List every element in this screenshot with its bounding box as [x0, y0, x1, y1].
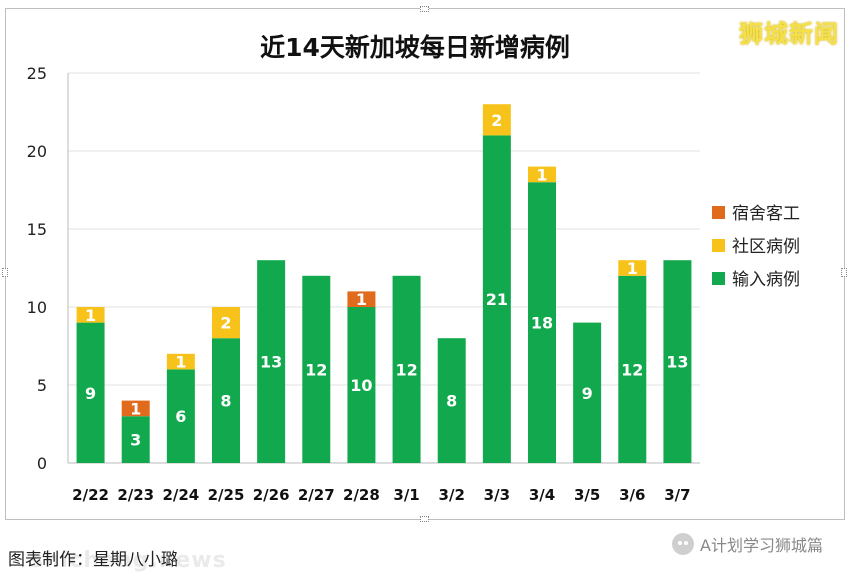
- bar: [528, 182, 556, 463]
- x-tick-label: 2/23: [117, 486, 154, 504]
- bar: [663, 260, 692, 463]
- bar-data-label: 8: [220, 392, 231, 411]
- bar: [302, 275, 331, 463]
- wechat-icon: [672, 533, 695, 555]
- bar: [166, 369, 195, 463]
- bar: [437, 338, 466, 463]
- bar-data-label: 1: [356, 290, 367, 309]
- legend-swatch: [712, 272, 725, 285]
- resize-handle-left[interactable]: [2, 268, 8, 277]
- bar-data-label: 9: [582, 384, 593, 403]
- bar: [212, 307, 240, 339]
- x-tick-label: 3/3: [484, 486, 510, 504]
- x-tick-label: 3/6: [619, 486, 645, 504]
- bar-data-label: 8: [446, 392, 457, 411]
- y-tick-label: 10: [27, 298, 47, 317]
- bar: [618, 260, 647, 276]
- bar-data-label: 12: [395, 360, 417, 379]
- chart-credit-note: 图表制作：星期八小璐: [8, 550, 178, 570]
- legend-swatch: [712, 206, 725, 219]
- resize-handle-top[interactable]: [420, 6, 429, 12]
- bar: [212, 338, 240, 463]
- bar-data-label: 6: [175, 407, 186, 426]
- bar: [121, 416, 150, 463]
- bar: [121, 400, 150, 417]
- bar-data-label: 18: [531, 314, 553, 333]
- x-tick-label: 3/7: [664, 486, 690, 504]
- bar-data-label: 3: [130, 431, 141, 450]
- bar-data-label: 1: [130, 399, 141, 418]
- legend-label: 输入病例: [732, 270, 800, 290]
- bar: [347, 291, 376, 307]
- bar-data-label: 13: [260, 353, 282, 372]
- y-tick-label: 20: [27, 142, 47, 161]
- bar: [392, 275, 421, 463]
- account-name: A计划学习狮城篇: [700, 536, 823, 555]
- bar-data-label: 1: [536, 165, 547, 184]
- y-tick-label: 25: [27, 64, 47, 83]
- y-tick-label: 15: [27, 220, 47, 239]
- bar: [528, 166, 556, 183]
- x-tick-label: 3/2: [439, 486, 465, 504]
- bar: [257, 260, 286, 463]
- bar: [76, 322, 105, 463]
- account-watermark: A计划学习狮城篇: [672, 532, 823, 556]
- resize-handle-right[interactable]: [841, 268, 847, 277]
- bar: [618, 275, 647, 463]
- x-tick-label: 2/25: [208, 486, 245, 504]
- bar-data-label: 9: [85, 384, 96, 403]
- bar: [76, 307, 105, 323]
- x-tick-label: 3/5: [574, 486, 600, 504]
- resize-handle-bottom[interactable]: [420, 516, 429, 522]
- y-tick-label: 5: [37, 376, 47, 395]
- bar-data-label: 1: [85, 306, 96, 325]
- bar: [482, 135, 511, 463]
- legend-swatch: [712, 239, 725, 252]
- bar-data-label: 2: [220, 314, 231, 333]
- bar: [482, 104, 511, 136]
- legend-label: 宿舍客工: [732, 204, 800, 224]
- x-tick-label: 2/27: [298, 486, 335, 504]
- bar: [573, 322, 602, 463]
- bar-data-label: 13: [666, 353, 688, 372]
- x-tick-label: 3/4: [529, 486, 555, 504]
- bar: [347, 307, 376, 463]
- x-tick-label: 2/22: [72, 486, 109, 504]
- bar-data-label: 10: [350, 376, 372, 395]
- bar-data-label: 1: [175, 353, 186, 372]
- bar-data-label: 2: [491, 111, 502, 130]
- y-tick-label: 0: [37, 454, 47, 473]
- bar: [166, 353, 195, 370]
- legend-label: 社区病例: [732, 237, 800, 257]
- x-tick-label: 2/28: [343, 486, 380, 504]
- website-watermark: shicheng.news: [30, 548, 227, 573]
- brand-watermark: 狮城新闻: [739, 20, 839, 48]
- chart-title: 近14天新加坡每日新增病例: [260, 33, 570, 62]
- x-tick-label: 3/1: [393, 486, 419, 504]
- bar-data-label: 1: [627, 259, 638, 278]
- x-tick-label: 2/26: [253, 486, 290, 504]
- bar-data-label: 12: [305, 360, 327, 379]
- bar-data-label: 12: [621, 360, 643, 379]
- bar-data-label: 21: [486, 290, 508, 309]
- x-tick-label: 2/24: [162, 486, 199, 504]
